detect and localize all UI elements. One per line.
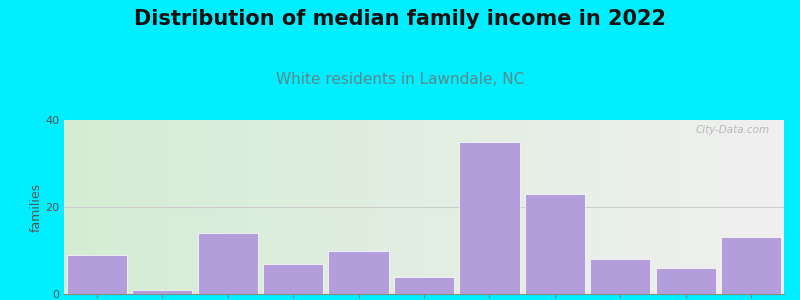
Bar [198,233,258,294]
Bar [525,194,585,294]
Bar [394,277,454,294]
Text: City-Data.com: City-Data.com [695,125,770,135]
Bar [329,250,389,294]
Bar [721,238,782,294]
Text: Distribution of median family income in 2022: Distribution of median family income in … [134,9,666,29]
Bar [132,290,192,294]
Bar [66,255,127,294]
Bar [263,263,323,294]
Y-axis label: families: families [30,182,42,232]
Bar [590,259,650,294]
Text: White residents in Lawndale, NC: White residents in Lawndale, NC [276,72,524,87]
Bar [656,268,716,294]
Bar [459,142,519,294]
